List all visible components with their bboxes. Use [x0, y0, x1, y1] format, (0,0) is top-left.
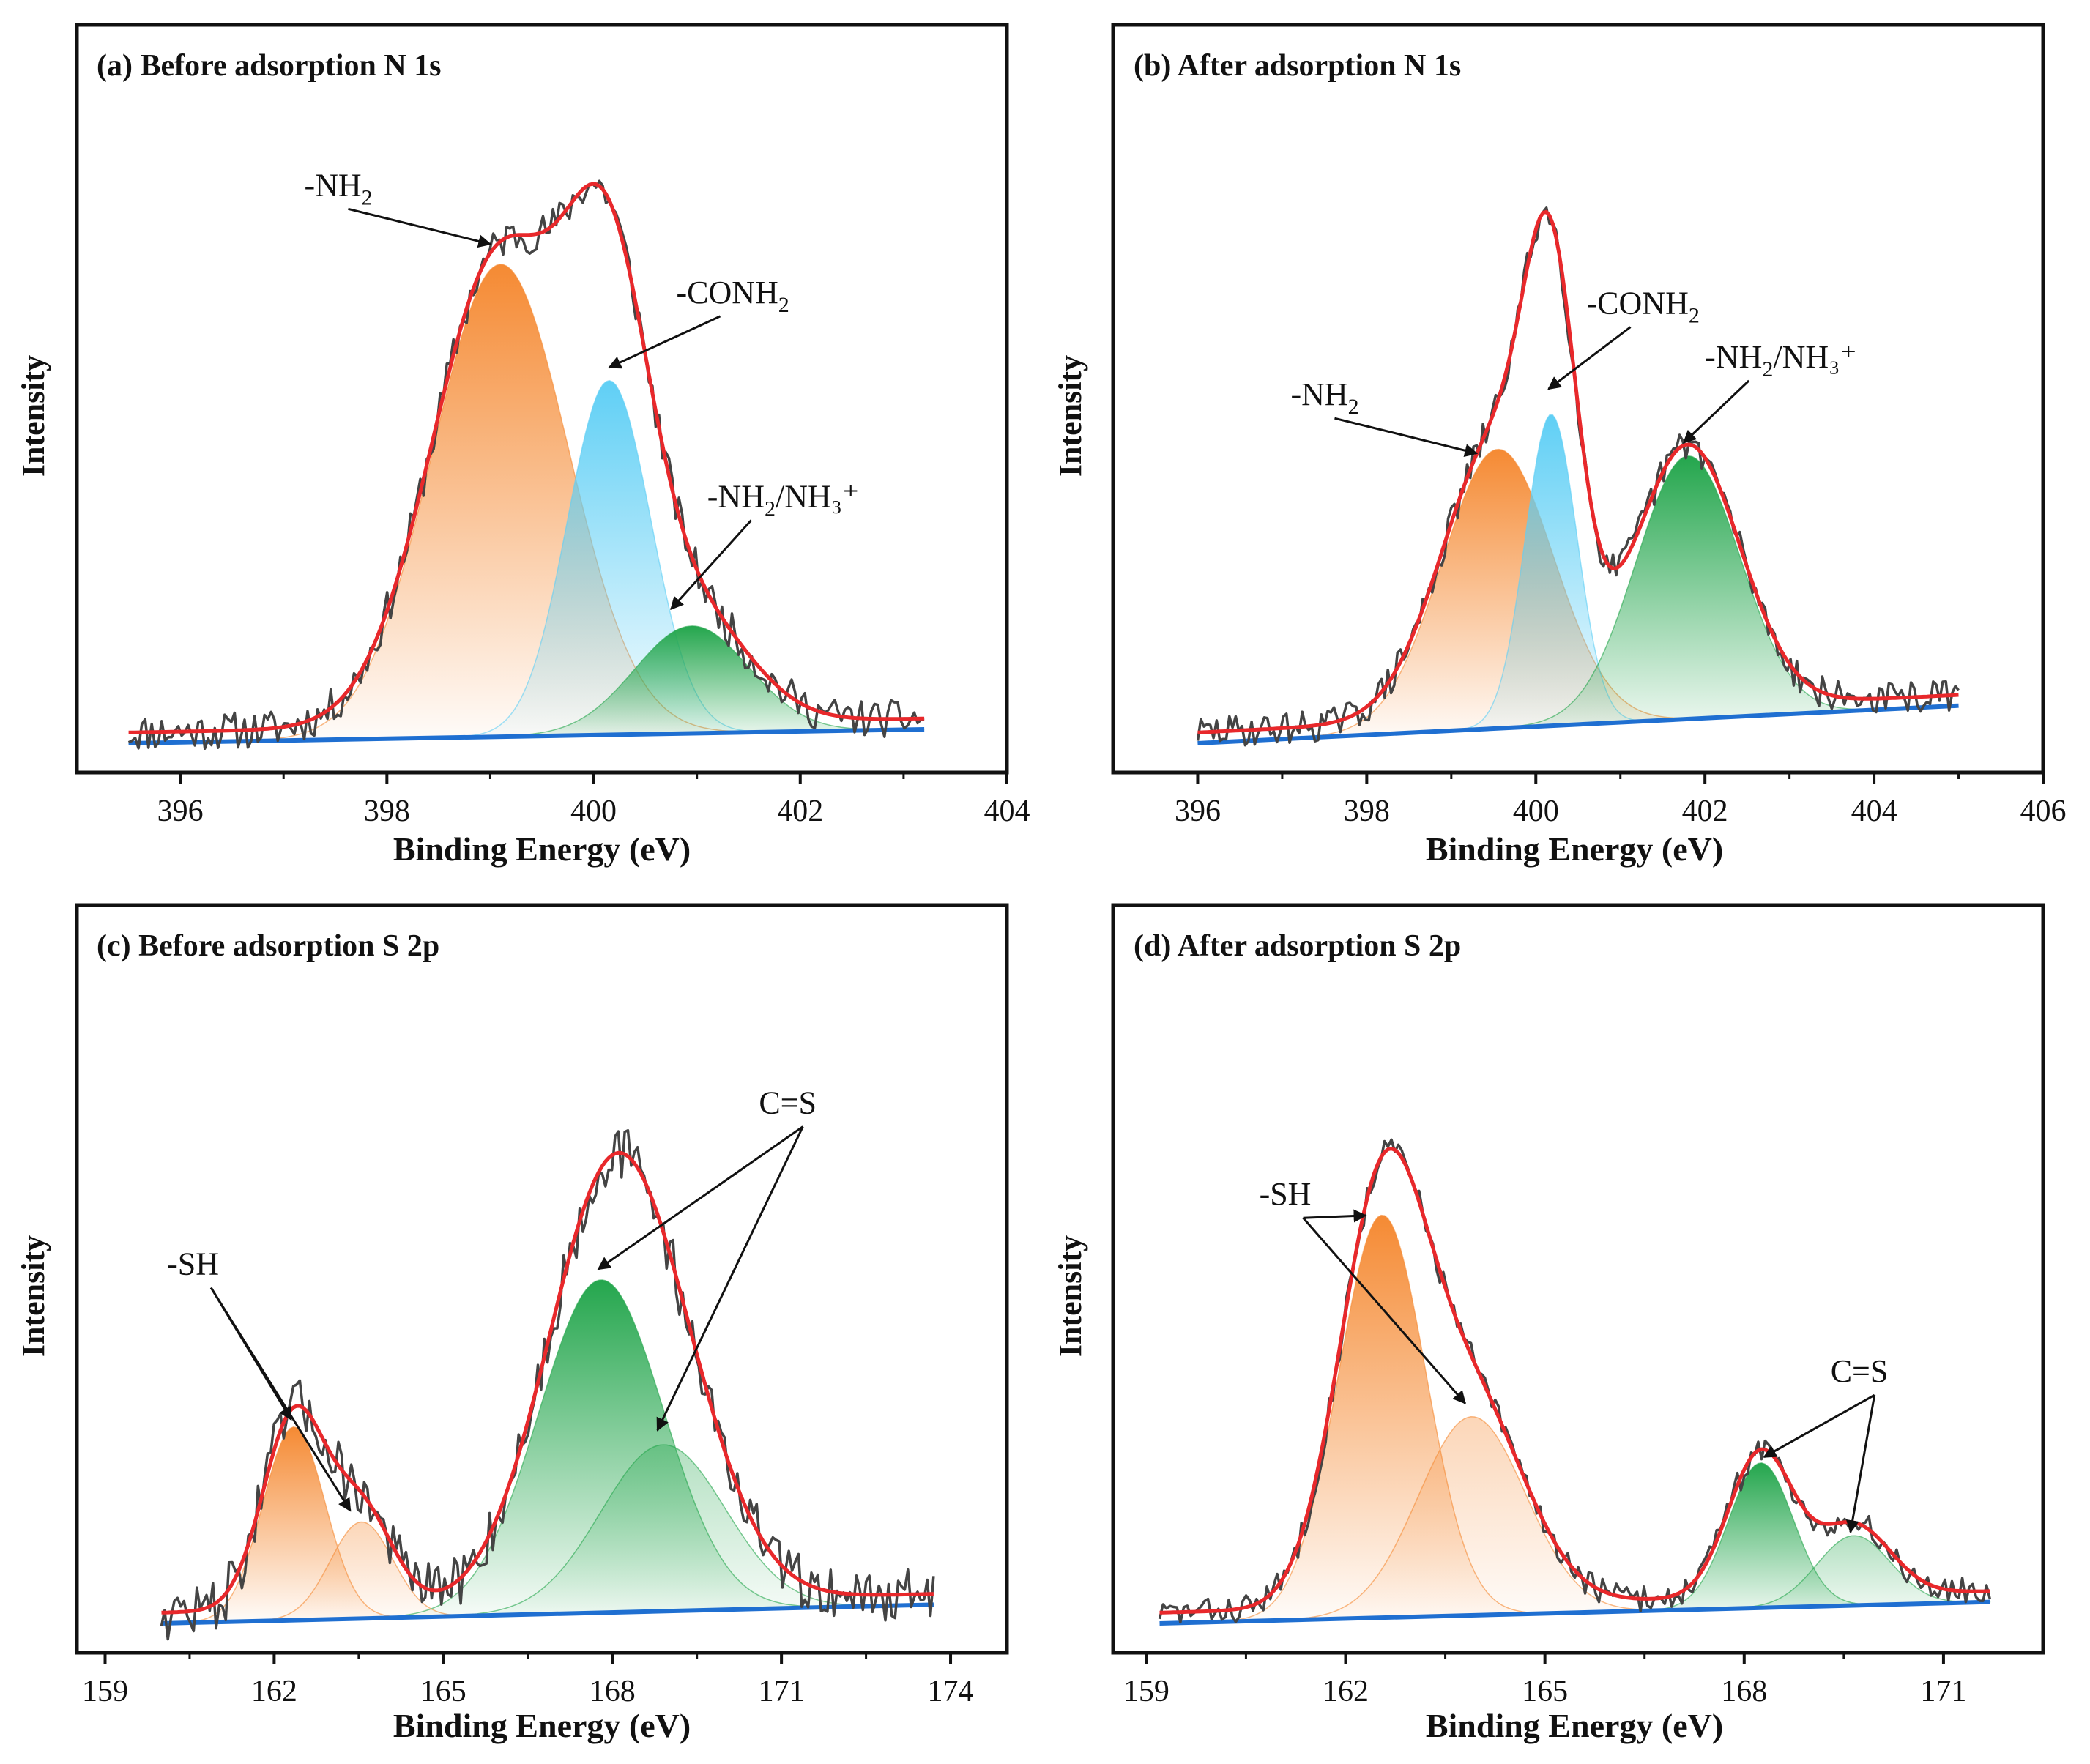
panel-b: (b) After adsorption N 1s Binding Energy…	[1052, 25, 2067, 868]
panel-b-annotation-1: -CONH2	[1587, 286, 1700, 328]
panel-d-annotation-0: -SH	[1260, 1176, 1312, 1212]
panel-d-annotation-arrow	[1304, 1216, 1366, 1218]
panel-c-title: (c) Before adsorption S 2p	[97, 929, 439, 963]
panel-a-xtick-label: 400	[570, 794, 617, 828]
panel-b-annotation-arrow	[1334, 418, 1476, 453]
panel-d-xtick-label: 171	[1920, 1675, 1966, 1708]
panel-a: (a) Before adsorption N 1s Binding Energ…	[15, 25, 1030, 868]
panel-b-xtick-label: 404	[1851, 794, 1897, 828]
panel-b-xtick-label: 400	[1513, 794, 1559, 828]
panel-c-xtick-label: 162	[251, 1675, 297, 1708]
panel-d-xtick-label: 168	[1721, 1675, 1767, 1708]
panel-b-ylabel: Intensity	[1052, 355, 1088, 477]
panel-d-xtick-label: 159	[1123, 1675, 1169, 1708]
panel-b-xtick-label: 398	[1344, 794, 1390, 828]
panel-a-annotation-arrow	[348, 209, 490, 244]
panel-c-xtick-label: 159	[82, 1675, 128, 1708]
panel-c-annotation-1: C=S	[759, 1085, 817, 1121]
panel-c-xtick-label: 171	[759, 1675, 805, 1708]
panel-d-annotation-arrow	[1764, 1395, 1875, 1457]
panel-b-annotation-arrow	[1684, 381, 1749, 443]
panel-c-xlabel: Binding Energy (eV)	[393, 1707, 691, 1744]
panel-c-xtick-label: 168	[590, 1675, 636, 1708]
panel-d-annotation-1: C=S	[1831, 1353, 1889, 1389]
panel-d-xtick-label: 165	[1522, 1675, 1568, 1708]
panel-d-frame	[1113, 905, 2043, 1653]
panel-c-xtick-label: 174	[928, 1675, 974, 1708]
panel-a-annotation-arrow	[609, 316, 721, 368]
panel-c-xtick-label: 165	[420, 1675, 466, 1708]
panel-d-ylabel: Intensity	[1052, 1235, 1088, 1357]
panel-a-xtick-label: 396	[157, 794, 204, 828]
panel-a-annotation-2: -NH2/NH₃⁺	[707, 478, 860, 521]
panel-b-annotation-0: -NH2	[1290, 376, 1358, 419]
xps-figure: (a) Before adsorption N 1s Binding Energ…	[0, 0, 2090, 1764]
panel-c-annotation-0: -SH	[167, 1246, 219, 1282]
panel-b-peak-1	[1198, 415, 1959, 743]
panel-a-xtick-label: 404	[984, 794, 1030, 828]
panel-c: (c) Before adsorption S 2p Binding Energ…	[15, 905, 1007, 1744]
panel-d-xtick-label: 162	[1323, 1675, 1369, 1708]
panel-a-title: (a) Before adsorption N 1s	[97, 49, 442, 83]
panel-a-xtick-label: 402	[777, 794, 823, 828]
panel-a-ylabel: Intensity	[15, 355, 51, 477]
panel-b-xlabel: Binding Energy (eV)	[1426, 830, 1723, 868]
panel-b-title: (b) After adsorption N 1s	[1134, 49, 1461, 83]
panel-d: (d) After adsorption S 2p Binding Energy…	[1052, 905, 2043, 1744]
panel-a-xtick-label: 398	[364, 794, 410, 828]
panel-a-annotation-1: -CONH2	[676, 275, 789, 317]
panel-d-title: (d) After adsorption S 2p	[1134, 929, 1461, 963]
panel-b-xtick-label: 396	[1175, 794, 1221, 828]
panel-a-annotation-0: -NH2	[304, 167, 372, 209]
panel-b-annotation-2: -NH2/NH₃⁺	[1705, 339, 1857, 382]
panel-d-xlabel: Binding Energy (eV)	[1426, 1707, 1723, 1744]
panel-c-annotation-arrow	[658, 1127, 803, 1430]
panel-b-xtick-label: 402	[1682, 794, 1728, 828]
panel-d-annotation-arrow	[1851, 1395, 1875, 1532]
panel-b-xtick-label: 406	[2020, 794, 2067, 828]
panel-c-ylabel: Intensity	[15, 1235, 51, 1357]
panel-b-annotation-arrow	[1549, 327, 1631, 390]
panel-a-xlabel: Binding Energy (eV)	[393, 830, 691, 868]
